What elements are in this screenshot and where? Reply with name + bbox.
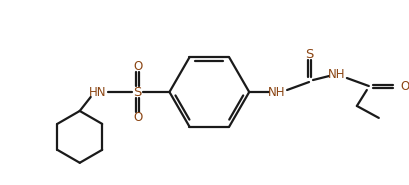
- Text: NH: NH: [268, 85, 286, 98]
- Text: NH: NH: [328, 68, 346, 80]
- Text: O: O: [133, 111, 142, 125]
- Text: S: S: [305, 48, 313, 61]
- Text: O: O: [400, 80, 409, 92]
- Text: HN: HN: [89, 85, 106, 98]
- Text: S: S: [133, 85, 142, 98]
- Text: O: O: [133, 60, 142, 73]
